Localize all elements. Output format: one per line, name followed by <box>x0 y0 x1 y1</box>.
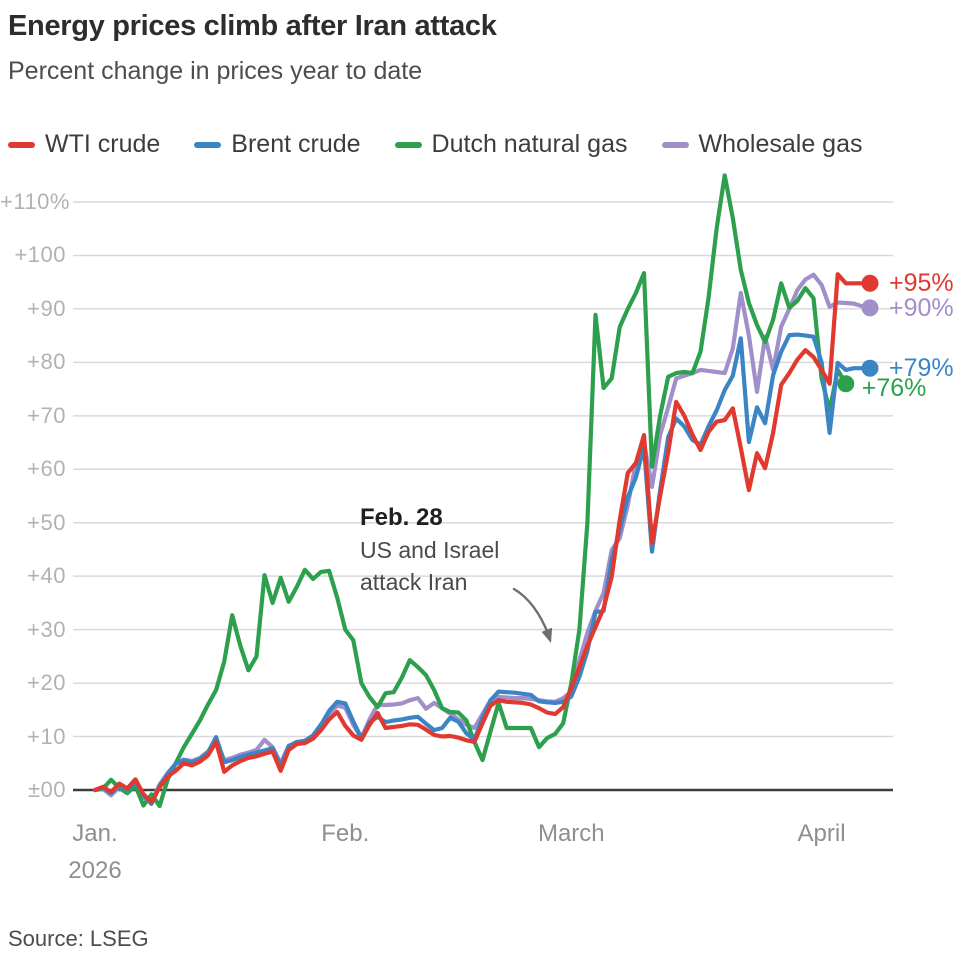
legend: WTI crude Brent crude Dutch natural gas Who… <box>8 130 862 159</box>
legend-dash-icon <box>394 141 422 148</box>
series-end-dot-wholesale_gas <box>861 299 879 317</box>
series-end-dot-dutch_gas <box>837 375 855 393</box>
legend-item-wti: WTI crude <box>8 130 160 159</box>
legend-label: Dutch natural gas <box>431 130 628 158</box>
source-credit: Source: LSEG <box>8 926 149 951</box>
legend-dash-icon <box>661 141 689 148</box>
page-title: Energy prices climb after Iran attack <box>8 10 497 42</box>
legend-item-brent: Brent crude <box>194 130 361 159</box>
series-line-brent <box>92 332 873 807</box>
legend-item-dutch_gas: Dutch natural gas <box>394 130 628 159</box>
series-line-wti <box>92 272 873 805</box>
legend-item-wholesale_gas: Wholesale gas <box>661 130 863 159</box>
legend-dash-icon <box>8 141 35 148</box>
legend-label: Wholesale gas <box>698 130 863 158</box>
legend-label: Brent crude <box>231 130 361 158</box>
series-end-dot-brent <box>861 359 879 377</box>
page-subtitle: Percent change in prices year to date <box>8 57 423 85</box>
series-line-dutch_gas <box>92 173 848 809</box>
legend-dash-icon <box>194 141 222 148</box>
series-end-dot-wti <box>861 274 879 292</box>
legend-label: WTI crude <box>45 130 161 158</box>
annotation-arrowhead-icon <box>541 627 553 643</box>
